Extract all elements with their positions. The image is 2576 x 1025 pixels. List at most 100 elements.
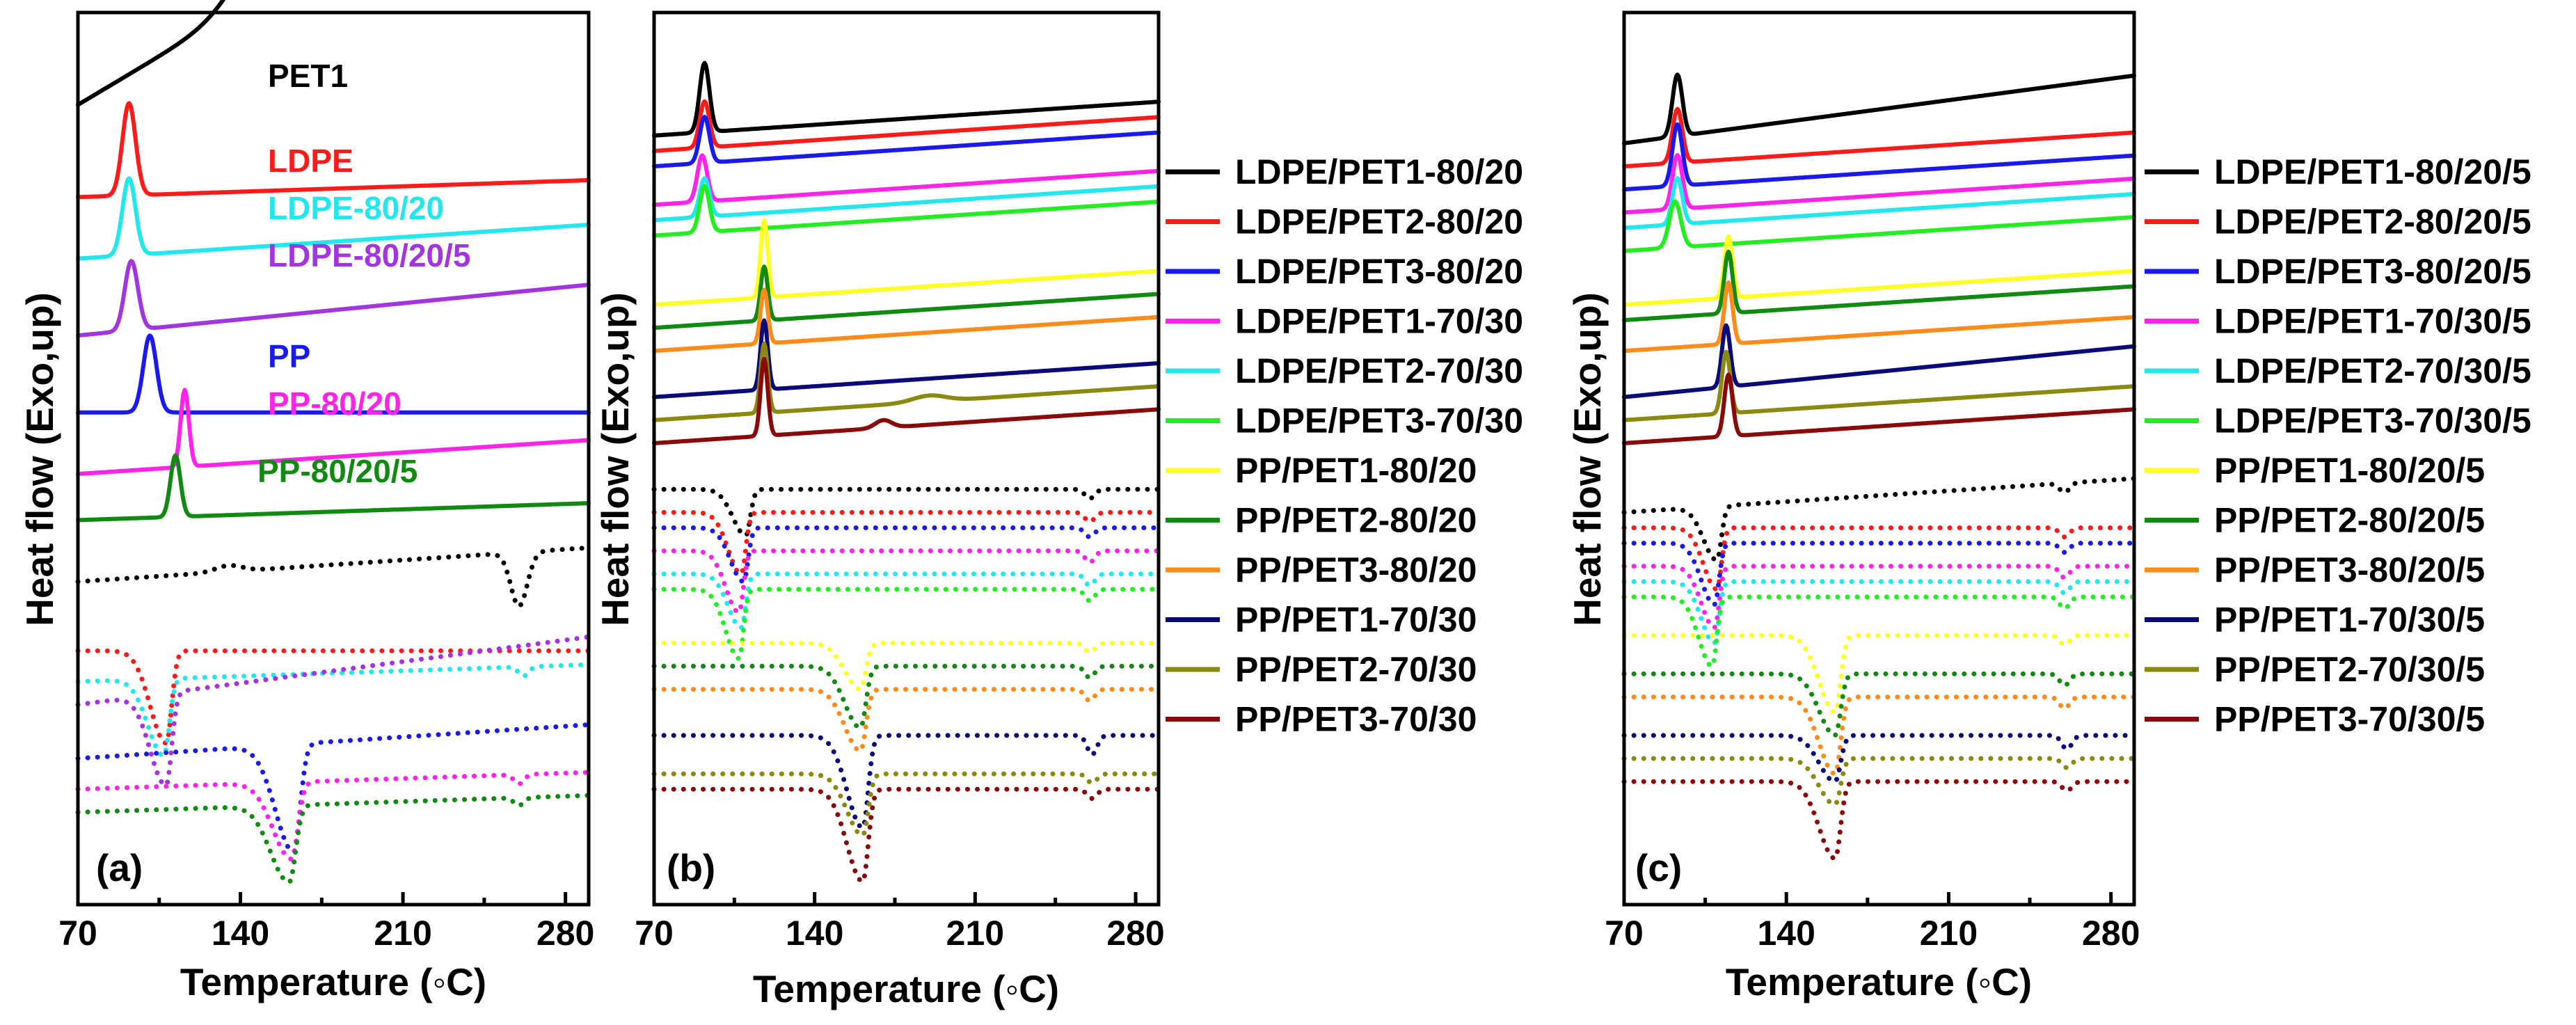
curve-pp-80-20-5 <box>76 453 591 523</box>
curve-pp-pet2-70-30-5 <box>1622 349 2136 422</box>
curve-ldpe-pet2-70-30-5-heating <box>1621 579 2137 646</box>
legend-label-c-ldpe-pet2-80-20-5: LDPE/PET2-80/20/5 <box>2214 202 2531 241</box>
curve-pp-pet2-70-30-5-heating <box>1621 756 2137 807</box>
x-tick-label-b-210: 210 <box>946 914 1004 953</box>
curve-pp-pet2-80-20-5-heating <box>1621 671 2137 738</box>
axes-frame-b <box>652 10 1161 907</box>
x-tick-label-a-210: 210 <box>374 914 431 953</box>
legend-label-b-ldpe-pet2-70-30: LDPE/PET2-70/30 <box>1235 351 1523 390</box>
curve-ldpe-pet1-80-20-heating <box>651 486 1161 538</box>
legend-label-b-ldpe-pet1-70-30: LDPE/PET1-70/30 <box>1235 302 1523 341</box>
curve-label-pp-80-20-5: PP-80/20/5 <box>257 453 418 489</box>
curve-label-pp-80-20: PP-80/20 <box>268 386 401 422</box>
curve-pp-pet1-80-20 <box>652 218 1161 307</box>
legend-label-b-ldpe-pet2-80-20: LDPE/PET2-80/20 <box>1235 202 1523 241</box>
legend-label-b-pp-pet1-70-30: PP/PET1-70/30 <box>1235 601 1477 639</box>
y-axis-label-b: Heat flow (Exo,up) <box>594 292 637 626</box>
curve-labels-panel-a: PET1 LDPE LDPE-80/20 LDPE-80/20/5 PP PP-… <box>257 58 470 489</box>
curve-pp-pet1-70-30 <box>652 318 1161 399</box>
x-tick-label-c-210: 210 <box>1920 914 1978 953</box>
axes-frame-c <box>1622 10 2136 907</box>
curve-pp-pet3-70-30-5-heating <box>1621 779 2137 861</box>
curve-ldpe-pet1-80-20-5 <box>1622 72 2136 145</box>
curve-ldpe-pet1-80-20 <box>652 61 1161 138</box>
curve-ldpe-heating <box>75 648 591 746</box>
curve-pp-pet1-80-20-5 <box>1622 234 2136 307</box>
curve-pp-pet1-70-30-5 <box>1622 323 2136 399</box>
curve-ldpe-80-20 <box>76 176 591 261</box>
x-tick-label-a-280: 280 <box>536 914 594 953</box>
legend-label-c-ldpe-pet2-70-30-5: LDPE/PET2-70/30/5 <box>2214 351 2531 390</box>
x-tick-label-c-70: 70 <box>1605 914 1644 953</box>
curve-ldpe-pet2-80-20-5 <box>1622 106 2136 168</box>
curve-pp-80-20-heating <box>75 770 591 862</box>
panel-label-b: (b) <box>667 846 715 889</box>
legend-label-c-ldpe-pet1-70-30-5: LDPE/PET1-70/30/5 <box>2214 302 2531 341</box>
x-tick-label-c-140: 140 <box>1758 914 1815 953</box>
x-axis-label-a: Temperature (◦C) <box>180 960 486 1003</box>
curves-panel-a <box>75 0 591 885</box>
axes-frame-a <box>76 10 591 907</box>
curve-pp-pet3-80-20-heating <box>651 687 1161 754</box>
curve-ldpe-pet3-70-30 <box>652 184 1161 238</box>
legend-label-c-pp-pet1-80-20-5: PP/PET1-80/20/5 <box>2214 451 2485 490</box>
curve-pet1-heating <box>75 545 591 609</box>
legend-label-b-pp-pet3-80-20: PP/PET3-80/20 <box>1235 550 1477 589</box>
curve-ldpe <box>76 101 591 200</box>
curve-ldpe-pet3-70-30-5 <box>1622 199 2136 253</box>
curve-ldpe-80-20-5-heating <box>75 634 591 788</box>
curve-ldpe-pet3-80-20-5-heating <box>1621 541 2137 607</box>
curve-ldpe-pet2-80-20 <box>652 99 1161 153</box>
legend-label-b-pp-pet1-80-20: PP/PET1-80/20 <box>1235 451 1477 490</box>
x-tick-label-b-140: 140 <box>786 914 843 953</box>
curve-ldpe-pet1-70-30-5 <box>1622 152 2136 215</box>
x-tick-label-b-70: 70 <box>635 914 674 953</box>
y-axis-label-c: Heat flow (Exo,up) <box>1566 292 1609 626</box>
curve-pp-pet3-80-20 <box>652 287 1161 353</box>
x-axis-label-b: Temperature (◦C) <box>753 967 1059 1010</box>
curve-ldpe-80-20-heating <box>75 662 591 758</box>
legend-label-c-pp-pet1-70-30-5: PP/PET1-70/30/5 <box>2214 601 2485 639</box>
x-tick-label-c-280: 280 <box>2082 914 2140 953</box>
curve-ldpe-pet2-70-30 <box>652 176 1161 223</box>
curve-pet1 <box>76 0 226 107</box>
panel-b: 70 140 210 280 (b) Temperature (◦C) Heat fl… <box>594 10 1523 1010</box>
curve-ldpe-pet3-80-20 <box>652 114 1161 168</box>
curve-pp-pet1-70-30-5-heating <box>1621 733 2137 784</box>
curve-pp-pet2-70-30-heating <box>651 771 1161 838</box>
curve-pp-pet3-70-30 <box>652 356 1161 445</box>
curves-panel-b <box>651 61 1161 884</box>
curve-pp-80-20-5-heating <box>75 793 591 885</box>
curve-ldpe-80-20-5 <box>76 259 591 338</box>
curve-ldpe-pet3-80-20-5 <box>1622 122 2136 192</box>
legend-label-c-ldpe-pet1-80-20-5: LDPE/PET1-80/20/5 <box>2214 152 2531 191</box>
panel-a: 70 140 210 280 (a) Temperature (◦C) Heat fl… <box>18 0 594 1003</box>
curve-pp-pet3-80-20-5-heating <box>1621 694 2137 777</box>
legend-panel-c: LDPE/PET1-80/20/5 LDPE/PET2-80/20/5 LDPE/P… <box>2145 152 2531 739</box>
curve-pp-pet2-80-20-5 <box>1622 249 2136 323</box>
legend-label-c-pp-pet3-80-20-5: PP/PET3-80/20/5 <box>2214 550 2485 589</box>
legend-label-b-ldpe-pet1-80-20: LDPE/PET1-80/20 <box>1235 152 1523 191</box>
curve-ldpe-pet1-80-20-5-heating <box>1621 476 2137 563</box>
curve-pp-pet2-70-30 <box>652 341 1161 422</box>
panel-label-a: (a) <box>96 846 143 889</box>
curve-label-pet1: PET1 <box>268 58 348 94</box>
ticks-panel-c: 70 140 210 280 <box>1605 892 2140 953</box>
curve-pp <box>76 333 591 415</box>
y-axis-label-a: Heat flow (Exo,up) <box>18 292 61 626</box>
curve-pp-pet1-80-20-5-heating <box>1621 633 2137 715</box>
curve-label-ldpe-80-20-5: LDPE-80/20/5 <box>268 237 470 273</box>
curve-label-pp: PP <box>268 338 310 374</box>
x-axis-label-c: Temperature (◦C) <box>1726 960 2032 1003</box>
curve-pp-pet2-80-20-heating <box>651 663 1161 731</box>
curve-ldpe-pet2-80-20-5-heating <box>1621 525 2137 592</box>
legend-label-b-pp-pet2-70-30: PP/PET2-70/30 <box>1235 650 1477 689</box>
legend-panel-b: LDPE/PET1-80/20 LDPE/PET2-80/20 LDPE/PET3-… <box>1166 152 1523 739</box>
legend-label-c-pp-pet3-70-30-5: PP/PET3-70/30/5 <box>2214 700 2485 739</box>
curve-ldpe-pet1-70-30-heating <box>651 548 1161 615</box>
curve-ldpe-pet3-70-30-heating <box>651 587 1161 661</box>
x-tick-label-b-280: 280 <box>1106 914 1164 953</box>
ticks-panel-a: 70 140 210 280 <box>58 892 594 953</box>
legend-label-c-pp-pet2-70-30-5: PP/PET2-70/30/5 <box>2214 650 2485 689</box>
